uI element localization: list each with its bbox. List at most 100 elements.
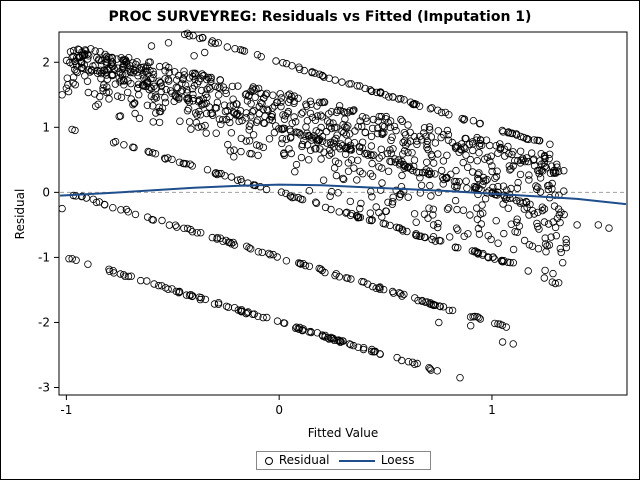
residual-point [247,87,255,95]
residual-point [376,285,384,293]
residual-point [451,196,460,205]
residual-point [294,324,302,333]
residual-point [462,134,470,143]
residual-point [362,114,370,122]
residual-point [66,48,75,56]
residual-point [69,79,77,87]
residual-point [73,68,81,77]
residual-point [103,75,112,83]
residual-point [62,84,71,92]
residual-point [168,155,176,164]
residual-point [197,86,206,95]
residual-point [349,106,357,115]
residual-point [358,112,367,121]
residual-point [58,204,66,213]
residual-point [356,82,364,90]
residual-point [466,211,474,219]
residual-point [292,160,301,169]
residual-point [180,67,188,75]
residual-point [424,214,432,222]
residual-point [181,81,190,89]
residual-point [170,68,179,76]
residual-point [492,172,501,181]
residual-point [103,58,111,66]
residual-point [456,374,464,382]
residual-point [342,130,350,139]
residual-point [173,223,181,231]
residual-point [416,132,424,141]
residual-point [253,51,262,59]
residual-point [342,209,350,217]
residual-point [439,157,448,165]
residual-point [506,129,514,137]
y-tick-label: 1 [42,120,50,134]
residual-point [233,176,242,184]
residual-point [378,130,386,139]
residual-point [464,230,472,238]
residual-point [213,98,222,107]
residual-point [509,148,517,156]
residual-point [82,194,91,202]
residual-point [245,122,254,130]
residual-point [270,102,279,110]
residual-point [548,184,556,193]
residual-point [229,95,237,103]
residual-point [299,326,307,334]
residual-point [513,215,521,223]
residual-point [143,101,152,109]
residual-point [152,109,160,117]
residual-point [534,244,543,253]
residual-point [384,198,392,206]
residual-point [277,94,285,102]
residual-point [211,169,219,178]
residual-point [258,248,266,257]
residual-point [424,145,432,154]
residual-point [556,244,564,253]
residual-point [65,255,73,263]
residual-point [307,328,315,337]
residual-point [207,73,215,82]
residual-point [283,109,292,117]
residual-point [377,145,385,153]
residual-point [473,313,481,321]
residual-point [149,118,157,126]
residual-point [286,90,294,98]
residual-point [105,95,113,103]
residual-point [502,195,510,203]
residual-point [484,253,492,261]
residual-point [312,199,321,207]
residual-point [230,146,238,154]
residual-point [109,267,117,275]
residual-point [335,102,344,110]
residual-point [332,270,340,278]
residual-point [452,177,460,186]
residual-point [550,166,558,175]
residual-point [198,34,207,42]
y-tick-label: -2 [38,315,50,329]
residual-point [542,247,550,256]
residual-point [178,75,187,84]
residual-point [395,224,404,232]
residual-point [287,92,296,101]
residual-point [252,118,261,126]
residual-point [208,233,216,242]
residual-point [374,129,382,138]
residual-point [453,181,461,190]
residual-point [302,123,310,131]
residual-point [345,80,353,88]
residual-point [222,236,230,245]
residual-point [448,138,456,147]
residual-point [491,174,499,182]
residual-point [280,319,289,327]
residual-point [605,224,613,232]
residual-point [186,160,194,168]
residual-point [353,212,361,220]
residual-point [320,98,329,106]
residual-point [95,92,104,101]
residual-point [459,206,468,214]
residual-point [148,215,156,224]
residual-point [549,218,557,226]
residual-point [257,53,265,61]
residual-point [459,158,467,167]
residual-point [122,205,131,214]
